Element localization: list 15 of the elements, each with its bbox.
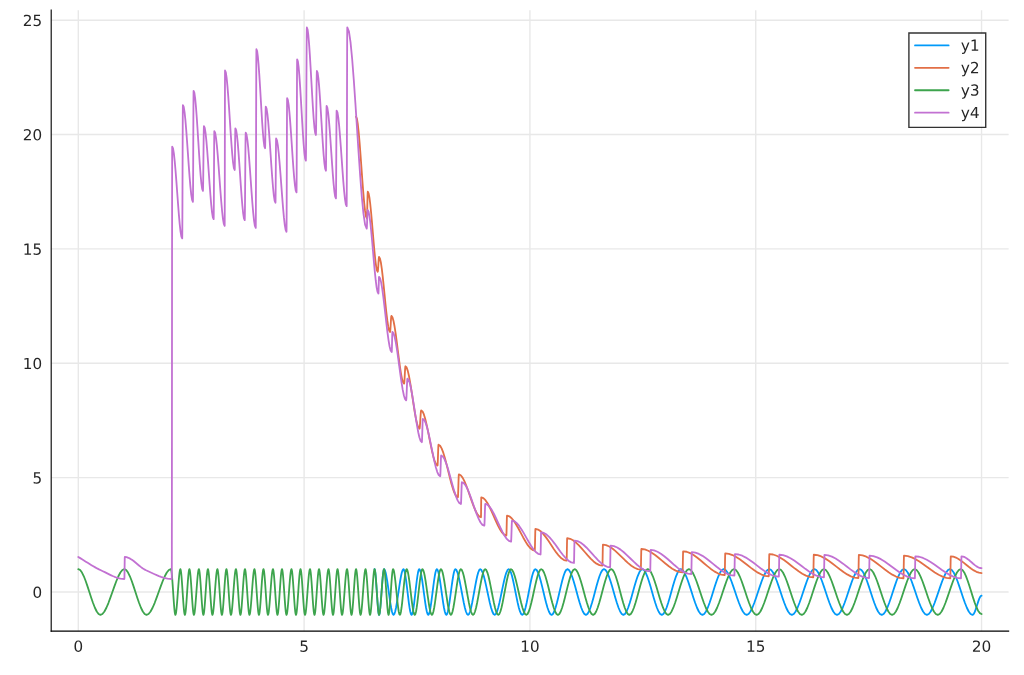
x-tick-label: 0	[74, 640, 83, 652]
y-tick-label: 0	[33, 586, 42, 599]
legend-label: y2	[961, 61, 979, 77]
legend-label: y4	[961, 106, 979, 122]
y-tick-label: 20	[23, 129, 42, 141]
legend-label: y1	[961, 39, 979, 54]
y-tick-label: 10	[24, 357, 42, 370]
x-tick-label: 5	[300, 640, 308, 652]
legend-label: y3	[961, 84, 979, 99]
x-tick-label: 10	[521, 640, 539, 652]
y-tick-label: 5	[33, 472, 41, 484]
y-tick-label: 15	[24, 243, 41, 255]
x-tick-label: 15	[747, 640, 765, 652]
x-tick-label: 20	[972, 640, 991, 652]
y-tick-label: 25	[23, 14, 41, 27]
